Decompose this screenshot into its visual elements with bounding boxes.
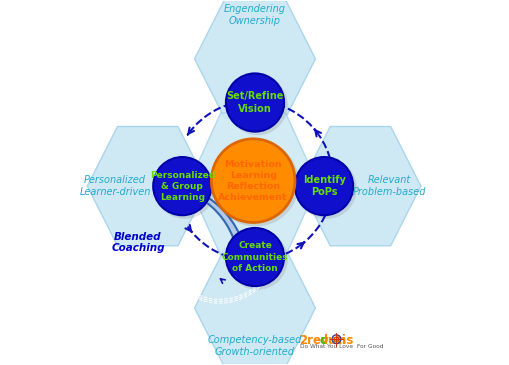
Polygon shape xyxy=(87,127,208,246)
Text: Do What You Love  For Good: Do What You Love For Good xyxy=(299,344,383,349)
Circle shape xyxy=(153,157,211,215)
Polygon shape xyxy=(194,0,315,119)
Text: Blended
Coaching: Blended Coaching xyxy=(111,232,164,253)
Text: Create
Communities
of Action: Create Communities of Action xyxy=(221,241,288,273)
Circle shape xyxy=(225,73,284,132)
Text: Motivation
Learning
Reflection
Achievement: Motivation Learning Reflection Achieveme… xyxy=(218,160,288,202)
Circle shape xyxy=(227,75,287,135)
Text: ns: ns xyxy=(337,334,353,347)
Polygon shape xyxy=(188,113,318,256)
Circle shape xyxy=(296,158,356,219)
Text: o: o xyxy=(319,334,327,347)
Text: Identify
PoPs: Identify PoPs xyxy=(302,175,345,197)
Text: Relevant
Problem-based: Relevant Problem-based xyxy=(352,175,426,197)
Text: Set/Refine
Vision: Set/Refine Vision xyxy=(226,91,283,114)
FancyArrowPatch shape xyxy=(161,176,250,279)
Text: 2rev: 2rev xyxy=(298,334,328,347)
Circle shape xyxy=(294,157,353,215)
Polygon shape xyxy=(194,248,315,365)
FancyArrowPatch shape xyxy=(220,279,225,283)
Text: Competency-based
Growth-oriented: Competency-based Growth-oriented xyxy=(207,335,302,357)
Circle shape xyxy=(227,230,287,290)
Circle shape xyxy=(212,140,298,227)
Circle shape xyxy=(211,139,294,223)
Circle shape xyxy=(225,228,284,286)
Text: luti: luti xyxy=(323,334,345,347)
Polygon shape xyxy=(299,127,420,246)
Text: Personalized
Learner-driven: Personalized Learner-driven xyxy=(79,175,150,197)
Text: Engendering
Ownership: Engendering Ownership xyxy=(223,4,286,26)
Circle shape xyxy=(154,158,215,219)
Text: Personalized
& Group
Learning: Personalized & Group Learning xyxy=(149,170,214,202)
